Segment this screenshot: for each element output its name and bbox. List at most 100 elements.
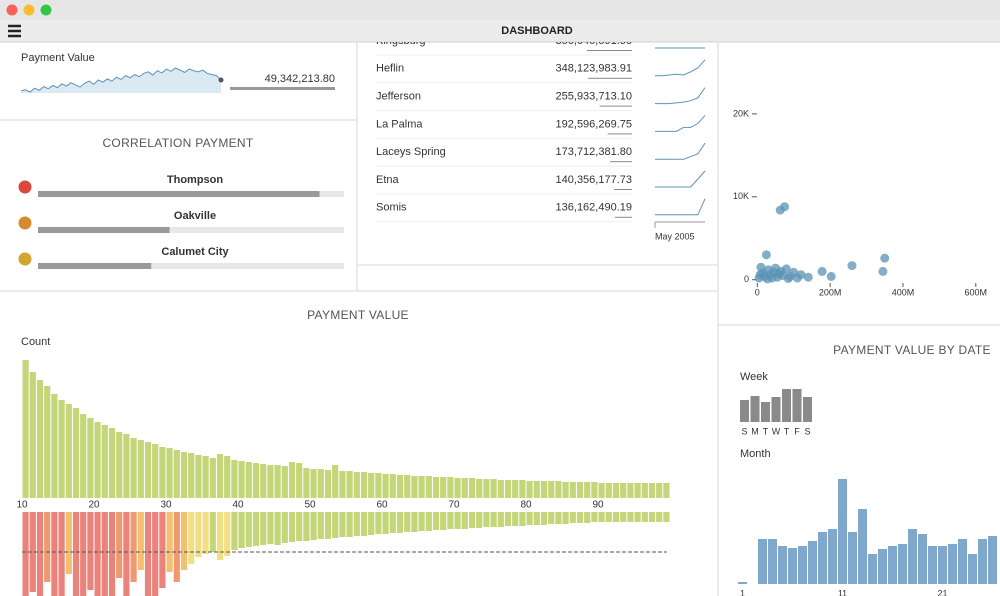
point: [762, 274, 772, 284]
summary-area: [21, 68, 221, 93]
residual-bar: [87, 512, 94, 590]
hist-bar: [411, 476, 418, 498]
bar: [938, 546, 947, 584]
bar: [803, 397, 812, 422]
point: [847, 261, 857, 271]
hist-bar: [447, 477, 454, 498]
x-tick-label: 50: [304, 500, 316, 511]
bar: [898, 544, 907, 584]
hist-bar: [612, 483, 620, 498]
item-name: Calumet City: [161, 246, 229, 258]
hist-bar: [605, 483, 612, 498]
bar: [968, 554, 977, 584]
hist-bar: [29, 372, 36, 498]
residual-bar: [108, 512, 116, 596]
hist-bar: [173, 450, 180, 498]
point: [826, 271, 836, 281]
residual-bar: [540, 512, 548, 525]
bar: [792, 389, 802, 422]
hist-bar: [418, 476, 425, 498]
hist-bar: [123, 434, 130, 498]
bar: [738, 582, 747, 584]
residual-bar: [598, 512, 605, 522]
residual-bar: [432, 512, 440, 530]
y-tick-label: 0: [744, 274, 749, 284]
hist-bar: [209, 458, 216, 498]
bar: [798, 546, 807, 584]
hist-bar: [252, 463, 260, 498]
residual-bar: [512, 512, 519, 526]
row-value: 356,646,591.56: [556, 35, 632, 47]
menu-icon[interactable]: [8, 24, 21, 38]
item-name: Oakville: [174, 210, 216, 222]
row-name: Somis: [376, 202, 407, 214]
hist-bar: [432, 477, 440, 498]
row-name: Laceys Spring: [376, 146, 446, 158]
value-bar: [614, 189, 632, 190]
residual-bar: [483, 512, 490, 527]
residual-bar: [267, 512, 274, 544]
residual-bar: [44, 512, 51, 582]
residual-bar: [324, 512, 332, 539]
value-bar: [610, 161, 632, 163]
x-tick-label: F: [794, 426, 800, 436]
row-name: Jefferson: [376, 91, 421, 103]
hist-bar: [634, 483, 641, 498]
bar: [838, 479, 847, 584]
hist-bar: [288, 462, 296, 498]
residual-bar: [260, 512, 267, 545]
residual-bar: [447, 512, 454, 529]
row-sparkline: [655, 198, 706, 216]
residual-bar: [188, 512, 195, 564]
residual-bar: [180, 512, 188, 570]
residual-bar: [454, 512, 461, 529]
hist-bar: [548, 481, 555, 498]
minimize-button[interactable]: [23, 4, 35, 16]
hist-bar: [389, 474, 396, 498]
hist-bar: [468, 478, 476, 498]
residual-bar: [332, 512, 339, 538]
hist-bar: [238, 461, 245, 498]
hist-bar: [245, 462, 252, 498]
point: [776, 266, 786, 276]
close-button[interactable]: [6, 4, 18, 16]
residual-bar: [375, 512, 382, 534]
hist-bar: [353, 472, 360, 498]
residual-bar: [195, 512, 202, 557]
hist-bar: [497, 480, 504, 498]
residual-bar: [353, 512, 360, 536]
value-bar: [614, 216, 632, 218]
residual-bar: [396, 512, 404, 533]
residual-bar: [159, 512, 166, 588]
residual-bar: [576, 512, 584, 523]
bar: [808, 541, 817, 584]
bar: [918, 534, 927, 584]
bar: [782, 389, 791, 422]
residual-bar: [317, 512, 324, 539]
histogram-title: PAYMENT VALUE: [307, 308, 409, 322]
hist-bar: [425, 476, 432, 498]
residual-bar: [252, 512, 260, 546]
hist-bar: [656, 483, 663, 498]
point: [880, 253, 890, 263]
point: [783, 273, 793, 283]
bar: [38, 227, 170, 233]
residual-bar: [533, 512, 540, 525]
residual-bar: [303, 512, 310, 541]
hist-bar: [116, 432, 123, 498]
residual-bar: [634, 512, 641, 522]
x-tick-label: 10: [16, 500, 28, 511]
residual-bar: [584, 512, 591, 523]
hist-bar: [339, 471, 346, 498]
residual-bar: [440, 512, 447, 530]
bar: [928, 546, 937, 584]
x-tick-label: S: [741, 426, 747, 436]
hist-bar: [454, 478, 461, 498]
x-tick-label: M: [751, 426, 759, 436]
zoom-button[interactable]: [40, 4, 52, 16]
residual-bar: [641, 512, 648, 522]
bar: [778, 546, 787, 584]
row-name: Heflin: [376, 63, 404, 75]
